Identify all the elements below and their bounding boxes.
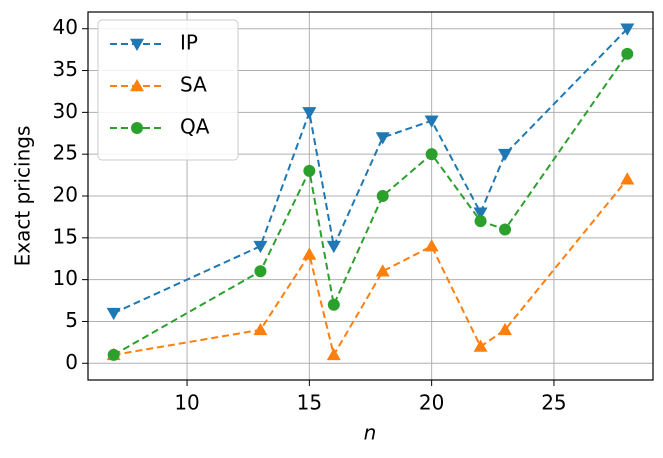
legend-box: [97, 19, 239, 161]
legend: IP SA QA: [97, 19, 239, 161]
marker: [253, 322, 268, 336]
marker: [303, 164, 316, 177]
y-tick-label: 10: [53, 266, 78, 290]
y-tick-label: 0: [65, 350, 78, 374]
marker: [498, 322, 513, 336]
marker: [424, 239, 439, 252]
marker: [326, 347, 341, 361]
marker: [620, 23, 635, 36]
marker: [473, 207, 488, 220]
legend-label: QA: [180, 115, 210, 139]
x-axis-label: n: [364, 421, 377, 445]
y-tick-label: 15: [53, 224, 78, 248]
marker: [620, 172, 635, 185]
series-line: [113, 178, 629, 358]
marker: [375, 132, 390, 145]
marker: [106, 307, 121, 321]
y-tick-label: 35: [53, 57, 78, 81]
marker: [130, 79, 144, 92]
marker: [425, 148, 438, 161]
marker: [424, 115, 439, 128]
x-tick-label: 25: [541, 391, 566, 415]
marker: [107, 348, 120, 361]
marker: [376, 190, 389, 202]
marker: [474, 215, 487, 228]
marker: [302, 107, 317, 120]
marker: [130, 38, 144, 51]
y-tick-label: 40: [53, 15, 78, 39]
marker: [375, 264, 390, 277]
x-tick-label: 10: [174, 391, 199, 415]
marker: [498, 148, 513, 162]
marker: [254, 265, 267, 278]
marker: [302, 247, 317, 260]
plot-frame: [87, 11, 654, 381]
marker: [253, 240, 268, 254]
marker: [327, 298, 340, 311]
legend-label: IP: [180, 31, 198, 55]
y-tick-label: 5: [65, 308, 78, 332]
marker: [499, 223, 512, 236]
x-tick-label: 15: [297, 391, 322, 415]
x-tick-label: 20: [419, 391, 444, 415]
marker: [131, 122, 143, 134]
y-tick-label: 20: [53, 183, 78, 207]
y-tick-label: 25: [53, 141, 78, 165]
legend-label: SA: [180, 73, 207, 97]
marker: [621, 47, 634, 60]
marker: [473, 339, 488, 352]
y-tick-label: 30: [53, 99, 78, 123]
y-axis-label: Exact pricings: [11, 126, 35, 267]
marker: [326, 240, 341, 254]
